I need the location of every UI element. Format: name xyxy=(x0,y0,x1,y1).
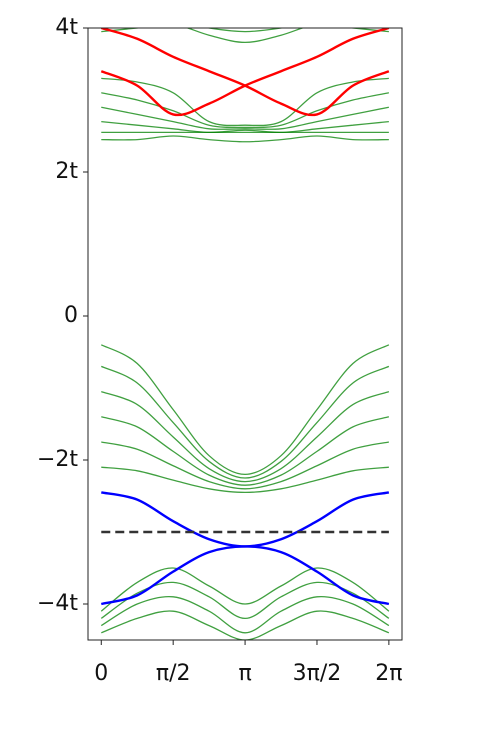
band-line xyxy=(101,77,389,127)
band-line xyxy=(101,491,390,548)
band-line xyxy=(100,567,390,612)
band-line xyxy=(101,416,390,486)
band-line xyxy=(101,135,389,143)
band-line xyxy=(100,344,390,476)
y-tick-label: 2t xyxy=(55,159,78,184)
y-tick-label: 4t xyxy=(55,15,78,40)
plot-area xyxy=(100,28,390,640)
band-line xyxy=(100,28,390,117)
x-tick-label: 2π xyxy=(375,661,402,686)
x-tick-label: 3π/2 xyxy=(293,661,342,686)
band-line xyxy=(101,92,389,129)
band-line xyxy=(101,466,389,494)
band-line xyxy=(101,28,389,44)
band-line xyxy=(101,365,390,479)
y-tick-label: −2t xyxy=(37,447,78,472)
x-tick-label: π/2 xyxy=(156,661,191,686)
band-line xyxy=(101,610,390,640)
y-tick-label: 0 xyxy=(64,303,78,328)
axes-frame xyxy=(87,27,403,641)
x-tick-label: π xyxy=(238,661,251,686)
band-line xyxy=(100,595,390,634)
band-line xyxy=(101,120,389,134)
band-line xyxy=(101,106,389,130)
band-line xyxy=(100,581,390,620)
band-line xyxy=(205,28,285,33)
band-line xyxy=(101,390,390,483)
x-tick-label: 0 xyxy=(94,661,108,686)
band-line xyxy=(100,545,390,606)
band-line xyxy=(101,441,389,490)
y-tick-label: −4t xyxy=(37,591,78,616)
